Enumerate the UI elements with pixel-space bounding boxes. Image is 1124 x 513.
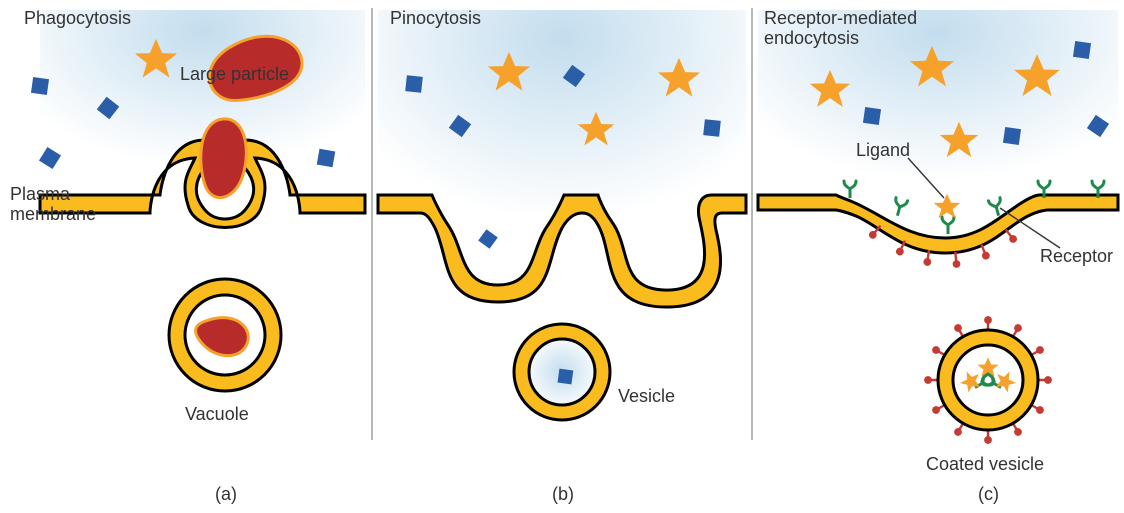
receptor-label: Receptor bbox=[1040, 246, 1113, 266]
square-icon bbox=[703, 119, 721, 137]
ligand-label: Ligand bbox=[856, 140, 910, 160]
large-particle-label: Large particle bbox=[180, 64, 289, 84]
panel-phagocytosis: Phagocytosis Large particle Plasma membr… bbox=[10, 8, 365, 504]
panel-sub-label: (c) bbox=[978, 484, 999, 504]
panel-sub-label: (b) bbox=[552, 484, 574, 504]
coated-vesicle-label: Coated vesicle bbox=[926, 454, 1044, 474]
square-icon bbox=[1003, 127, 1021, 145]
panel-receptor-mediated: Receptor-mediated endocytosis Ligand Rec… bbox=[758, 8, 1118, 504]
vacuole bbox=[169, 279, 281, 391]
panel-sub-label: (a) bbox=[215, 484, 237, 504]
large-particle-icon bbox=[201, 119, 247, 198]
coated-vesicle bbox=[925, 317, 1052, 444]
vacuole-label: Vacuole bbox=[185, 404, 249, 424]
panel-pinocytosis: Pinocytosis Vesicle (b) bbox=[378, 8, 746, 504]
square-icon bbox=[1073, 41, 1091, 59]
square-icon bbox=[31, 77, 49, 95]
panel-title: Phagocytosis bbox=[24, 8, 131, 28]
panel-title: Pinocytosis bbox=[390, 8, 481, 28]
square-icon bbox=[317, 149, 336, 168]
vesicle bbox=[514, 324, 610, 420]
vesicle-label: Vesicle bbox=[618, 386, 675, 406]
endocytosis-diagram: Phagocytosis Large particle Plasma membr… bbox=[0, 0, 1124, 513]
square-icon bbox=[405, 75, 423, 93]
square-icon bbox=[863, 107, 881, 125]
